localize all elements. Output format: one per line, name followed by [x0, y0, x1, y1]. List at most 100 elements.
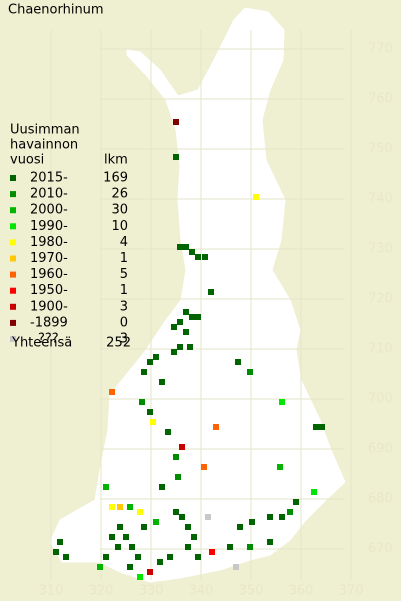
record-square: [63, 554, 69, 560]
easting-label: 360: [289, 584, 314, 599]
grid: [50, 30, 352, 580]
northing-label: 730: [368, 242, 393, 257]
legend-count: 10: [111, 219, 128, 234]
legend-count: 1: [120, 283, 128, 298]
record-square: [177, 244, 183, 250]
record-square: [183, 329, 189, 335]
record-square: [175, 474, 181, 480]
northing-label: 710: [368, 342, 393, 357]
record-square: [109, 389, 115, 395]
legend-swatch: [10, 239, 16, 246]
record-square: [167, 554, 173, 560]
record-square: [279, 514, 285, 520]
easting-label: 340: [189, 584, 214, 599]
northing-label: 770: [368, 42, 393, 57]
legend-swatch: [10, 175, 16, 181]
record-square: [311, 489, 317, 495]
legend-count: 5: [120, 267, 128, 282]
legend-label: 1980-: [30, 235, 68, 250]
record-square: [115, 544, 121, 550]
legend-total-label: Yhteensä: [11, 336, 72, 351]
record-square: [209, 549, 215, 555]
record-square: [195, 254, 201, 260]
legend-label: ???: [38, 332, 59, 347]
record-square: [157, 559, 163, 565]
record-square: [177, 344, 183, 350]
record-square: [173, 454, 179, 460]
record-square: [233, 564, 239, 570]
record-square: [141, 369, 147, 375]
legend-swatch: [10, 271, 16, 278]
legend-count: 4: [120, 235, 128, 250]
record-square: [267, 539, 273, 545]
record-square: [147, 359, 153, 365]
record-square: [183, 244, 189, 250]
record-square: [153, 354, 159, 360]
record-square: [117, 524, 123, 530]
easting-label: 350: [239, 584, 264, 599]
legend-label: 1970-: [30, 251, 68, 266]
record-square: [173, 154, 179, 160]
record-square: [53, 549, 59, 555]
record-square: [195, 554, 201, 560]
record-square: [173, 509, 179, 515]
record-square: [179, 444, 185, 450]
record-square: [185, 544, 191, 550]
easting-label: 330: [139, 584, 164, 599]
legend-swatch: [10, 255, 16, 262]
record-square: [195, 314, 201, 320]
record-square: [213, 424, 219, 430]
legend-count: 3: [120, 299, 128, 314]
legend-label: 1900-: [30, 299, 68, 314]
legend-heading: vuosi: [10, 153, 44, 168]
legend-count: 26: [111, 187, 128, 202]
record-square: [103, 554, 109, 560]
northing-label: 760: [368, 92, 393, 107]
legend-swatch: [10, 336, 16, 342]
record-square: [267, 514, 273, 520]
record-square: [123, 534, 129, 540]
legend-count-heading: lkm: [104, 153, 128, 168]
record-square: [147, 409, 153, 415]
record-square: [191, 534, 197, 540]
record-square: [185, 524, 191, 530]
legend-count: 1: [120, 251, 128, 266]
easting-label: 320: [89, 584, 114, 599]
legend-swatch: [10, 303, 16, 310]
legend-total: 252: [106, 336, 131, 351]
northing-label: 750: [368, 142, 393, 157]
northing-label: 740: [368, 192, 393, 207]
legend-label: -1899: [30, 315, 68, 330]
record-square: [97, 564, 103, 570]
legend-swatch: [10, 223, 16, 230]
map-title: Chaenorhinum: [8, 3, 104, 18]
record-square: [205, 514, 211, 520]
legend-heading: havainnon: [10, 138, 78, 153]
northing-label: 700: [368, 392, 393, 407]
record-square: [177, 319, 183, 325]
record-square: [287, 509, 293, 515]
record-square: [253, 194, 259, 200]
easting-label: 310: [39, 584, 64, 599]
legend-count: 3: [120, 332, 128, 347]
record-square: [159, 379, 165, 385]
record-square: [129, 544, 135, 550]
record-square: [150, 419, 156, 425]
record-square: [249, 519, 255, 525]
record-square: [57, 539, 63, 545]
record-square: [247, 369, 253, 375]
legend-label: 2010-: [30, 187, 68, 202]
record-square: [208, 289, 214, 295]
legend-label: 2015-: [30, 171, 68, 186]
record-square: [147, 569, 153, 575]
legend-count: 30: [111, 203, 128, 218]
record-square: [277, 464, 283, 470]
easting-label: 370: [339, 584, 364, 599]
legend-label: 1960-: [30, 267, 68, 282]
legend-label: 1950-: [30, 283, 68, 298]
record-square: [159, 484, 165, 490]
northing-label: 690: [368, 442, 393, 457]
record-square: [227, 544, 233, 550]
